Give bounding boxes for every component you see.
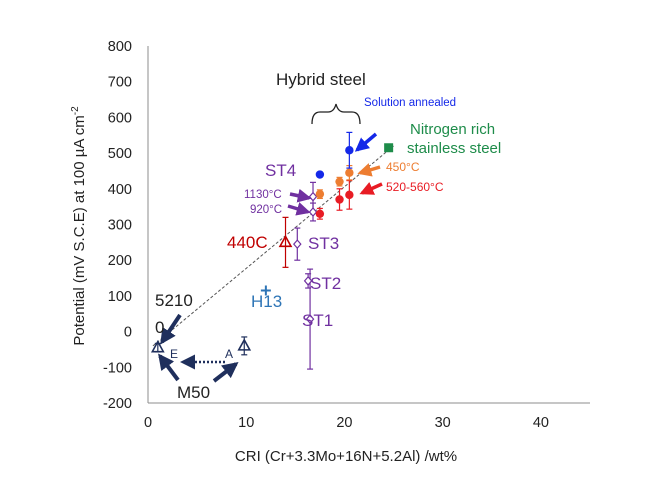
- y-tick-label: 700: [108, 75, 132, 91]
- y-tick-label: 0: [124, 325, 132, 341]
- series-nitrogen-rich-stainless-steel: [384, 143, 394, 153]
- y-tick-label: 200: [108, 253, 132, 269]
- arrow-m50-left: [158, 353, 180, 382]
- data-point: [315, 209, 325, 218]
- x-tick-labels: 0 10 20 30 40: [144, 415, 549, 431]
- y-tick-label: 300: [108, 218, 132, 234]
- series-st3: [293, 227, 302, 261]
- series-h13: [260, 285, 271, 296]
- x-tick-label: 0: [144, 415, 152, 431]
- arrow-solution-annealed: [354, 132, 378, 152]
- label-440c: 440C: [227, 233, 268, 252]
- x-tick-label: 40: [533, 415, 549, 431]
- label-st4: ST4: [265, 161, 296, 180]
- label-a: A: [225, 347, 233, 361]
- data-point: [345, 146, 354, 155]
- y-tick-labels: -200 -100 0 100 200 300 400 500 600 700 800: [103, 39, 132, 412]
- y-tick-label: 800: [108, 39, 132, 55]
- data-point: [278, 234, 293, 248]
- label-m50: M50: [177, 383, 210, 402]
- data-point: [308, 191, 318, 202]
- axes: [147, 46, 590, 404]
- series-hybrid-steel-520-560-c: [315, 179, 354, 220]
- label-solution-annealed: Solution annealed: [364, 97, 456, 109]
- label-0: 0: [155, 318, 164, 337]
- arrow-m50-right: [212, 362, 239, 383]
- x-tick-label: 10: [238, 415, 254, 431]
- label-h13: H13: [251, 292, 282, 311]
- data-point: [335, 177, 344, 186]
- arrow-520-560c: [359, 182, 383, 195]
- y-tick-label: 600: [108, 110, 132, 126]
- data-point: [260, 285, 271, 296]
- label-hybrid-steel: Hybrid steel: [276, 70, 366, 89]
- data-point: [303, 275, 313, 286]
- label-e: E: [170, 347, 178, 361]
- series-440c: [278, 216, 293, 268]
- x-tick-label: 20: [336, 415, 352, 431]
- arrow-1130c: [289, 188, 312, 203]
- arrow-52100: [160, 313, 182, 345]
- data-point: [237, 338, 252, 351]
- arrow-920c: [287, 202, 311, 216]
- y-tick-label: 500: [108, 146, 132, 162]
- series-hybrid-steel-solution-annealed: [315, 131, 354, 179]
- label-nitrogen-rich-2: stainless steel: [407, 140, 501, 157]
- data-point: [345, 190, 354, 200]
- data-point: [315, 170, 325, 179]
- label-st2: ST2: [310, 274, 341, 293]
- label-st3: ST3: [308, 234, 339, 253]
- series-st1: [305, 268, 315, 370]
- y-tick-label: -100: [103, 360, 132, 376]
- data-point: [335, 195, 344, 204]
- x-axis-title: CRI (Cr+3.3Mo+16N+5.2Al) /wt%: [235, 448, 457, 465]
- y-tick-label: 100: [108, 289, 132, 305]
- data-point: [305, 314, 315, 325]
- arrow-450c: [357, 163, 381, 177]
- series-st2: [303, 273, 313, 289]
- data-marks: [150, 131, 394, 370]
- label-5210: 5210: [155, 291, 193, 310]
- y-axis-title: Potential (mV S.C.E) at 100 µA cm-2: [70, 106, 88, 346]
- data-point: [384, 143, 394, 153]
- series-st4: [308, 181, 318, 222]
- y-axis-title-main: Potential (mV S.C.E) at 100 µA cm: [71, 115, 88, 345]
- label-520-560c: 520-560°C: [386, 180, 444, 194]
- annotation-labels: Hybrid steel Solution annealed Nitrogen …: [155, 70, 501, 402]
- series-m50: [237, 336, 252, 356]
- label-920c: 920°C: [250, 204, 282, 216]
- trend-line: [152, 145, 394, 347]
- hybrid-steel-brace: [311, 103, 361, 125]
- label-1130c: 1130°C: [244, 189, 282, 201]
- y-tick-label: -200: [103, 396, 132, 412]
- series-hybrid-steel-450-c: [315, 164, 354, 200]
- y-axis-title-superscript: -2: [70, 106, 81, 115]
- data-point: [293, 239, 302, 250]
- x-tick-label: 30: [435, 415, 451, 431]
- data-point: [345, 168, 354, 177]
- y-tick-label: 400: [108, 182, 132, 198]
- label-st1: ST1: [302, 311, 333, 330]
- series-52100: [150, 340, 165, 353]
- data-point: [315, 189, 325, 199]
- annotation-arrows: [158, 103, 383, 383]
- label-nitrogen-rich-1: Nitrogen rich: [410, 121, 495, 138]
- data-point: [150, 340, 165, 353]
- label-450c: 450°C: [386, 160, 420, 174]
